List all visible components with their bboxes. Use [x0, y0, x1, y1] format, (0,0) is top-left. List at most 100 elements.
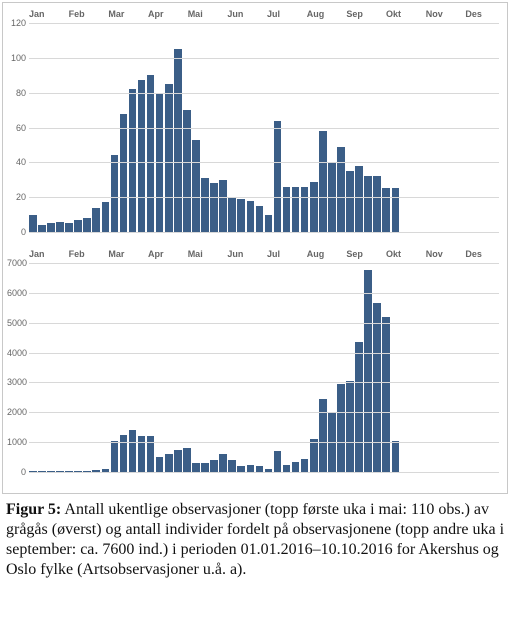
- month-label: Des: [465, 9, 505, 19]
- ytick-label: 100: [7, 53, 29, 63]
- gridline: [29, 293, 499, 294]
- bottom-chart: JanFebMarAprMaiJunJulAugSepOktNovDes 010…: [5, 247, 505, 473]
- bar: [111, 441, 119, 472]
- figure-caption: Figur 5: Antall ukentlige observasjoner …: [0, 496, 514, 580]
- gridline: [29, 412, 499, 413]
- bar: [292, 187, 300, 232]
- gridline: [29, 23, 499, 24]
- month-label: Jul: [267, 249, 307, 259]
- bar: [174, 49, 182, 232]
- bar: [201, 463, 209, 472]
- ytick-label: 60: [7, 123, 29, 133]
- month-label: Okt: [386, 249, 426, 259]
- bar: [147, 75, 155, 232]
- bar: [228, 197, 236, 232]
- bar: [210, 183, 218, 232]
- bar: [274, 121, 282, 232]
- bar: [102, 202, 110, 232]
- bar: [247, 465, 255, 472]
- month-label: Feb: [69, 249, 109, 259]
- gridline: [29, 197, 499, 198]
- ytick-label: 20: [7, 192, 29, 202]
- figure-container: JanFebMarAprMaiJunJulAugSepOktNovDes 020…: [2, 2, 508, 494]
- month-label: Mai: [188, 9, 228, 19]
- month-label: Mar: [108, 9, 148, 19]
- bar: [201, 178, 209, 232]
- month-axis-top: JanFebMarAprMaiJunJulAugSepOktNovDes: [5, 7, 505, 21]
- bar: [83, 218, 91, 232]
- caption-lead: Figur 5:: [6, 501, 61, 518]
- bar: [274, 451, 282, 472]
- plot-area-top: 020406080100120: [29, 23, 499, 233]
- ytick-label: 6000: [7, 288, 29, 298]
- bar: [156, 457, 164, 472]
- bar: [337, 384, 345, 472]
- bar: [120, 435, 128, 472]
- month-label: Jun: [227, 249, 267, 259]
- ytick-label: 120: [7, 18, 29, 28]
- month-label: Jun: [227, 9, 267, 19]
- month-label: Sep: [346, 249, 386, 259]
- bar: [192, 140, 200, 232]
- month-label: Aug: [307, 9, 347, 19]
- bar: [38, 225, 46, 232]
- bar: [47, 223, 55, 232]
- bar: [382, 317, 390, 472]
- bar: [310, 439, 318, 472]
- bar: [165, 84, 173, 232]
- bar: [247, 201, 255, 232]
- ytick-label: 3000: [7, 377, 29, 387]
- ytick-label: 40: [7, 157, 29, 167]
- ytick-label: 0: [7, 467, 29, 477]
- bar: [111, 155, 119, 232]
- bar: [337, 147, 345, 232]
- bar: [373, 176, 381, 232]
- bar: [237, 199, 245, 232]
- bar: [283, 465, 291, 472]
- ytick-label: 7000: [7, 258, 29, 268]
- bar: [355, 342, 363, 472]
- month-label: Jan: [29, 249, 69, 259]
- bar: [29, 215, 37, 232]
- bar: [120, 114, 128, 232]
- bar: [219, 180, 227, 232]
- gridline: [29, 232, 499, 233]
- ytick-label: 0: [7, 227, 29, 237]
- month-label: Mar: [108, 249, 148, 259]
- bar: [65, 223, 73, 232]
- bar: [382, 188, 390, 232]
- ytick-label: 80: [7, 88, 29, 98]
- month-label: Okt: [386, 9, 426, 19]
- month-label: Mai: [188, 249, 228, 259]
- gridline: [29, 382, 499, 383]
- gridline: [29, 442, 499, 443]
- month-label: Apr: [148, 249, 188, 259]
- month-label: Des: [465, 249, 505, 259]
- month-axis-bottom: JanFebMarAprMaiJunJulAugSepOktNovDes: [5, 247, 505, 261]
- bar: [319, 399, 327, 472]
- bar: [355, 166, 363, 232]
- month-label: Jul: [267, 9, 307, 19]
- month-label: Nov: [426, 9, 466, 19]
- bar: [74, 220, 82, 232]
- month-label: Jan: [29, 9, 69, 19]
- bar: [219, 454, 227, 472]
- bar: [310, 182, 318, 233]
- gridline: [29, 93, 499, 94]
- ytick-label: 4000: [7, 348, 29, 358]
- bar: [301, 187, 309, 232]
- gridline: [29, 472, 499, 473]
- month-label: Sep: [346, 9, 386, 19]
- bar: [192, 463, 200, 472]
- bar: [228, 460, 236, 472]
- bar: [392, 441, 400, 472]
- bar: [373, 303, 381, 472]
- caption-body: Antall ukentlige observasjoner (topp før…: [6, 501, 504, 578]
- ytick-label: 2000: [7, 407, 29, 417]
- bar: [92, 208, 100, 232]
- gridline: [29, 323, 499, 324]
- bar: [138, 80, 146, 232]
- bar: [129, 89, 137, 232]
- bar: [364, 176, 372, 232]
- gridline: [29, 263, 499, 264]
